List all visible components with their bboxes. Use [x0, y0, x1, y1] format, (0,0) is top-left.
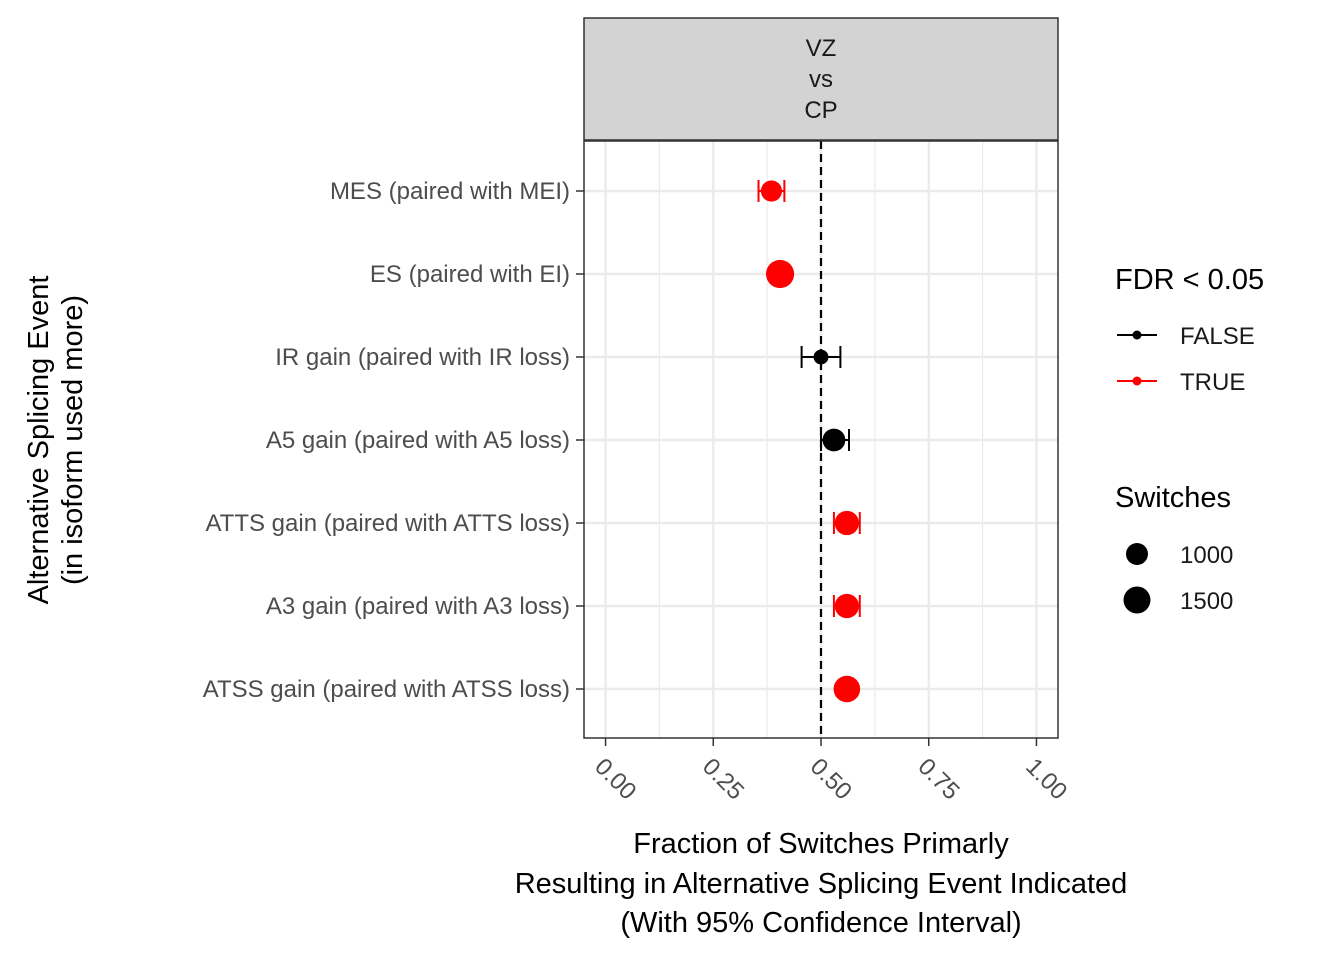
facet-strip-line-2: vs	[809, 66, 833, 93]
x-axis-title: Fraction of Switches Primarly Resulting …	[515, 828, 1128, 939]
data-point	[834, 593, 860, 619]
legend-size-title: Switches	[1115, 482, 1231, 514]
x-axis-title-line-1: Fraction of Switches Primarly	[633, 828, 1009, 860]
facet-strip: VZ vs CP	[583, 17, 1059, 141]
data-point	[834, 510, 860, 536]
y-tick-label: ES (paired with EI)	[370, 261, 570, 288]
legend-size-label-1500: 1500	[1180, 588, 1233, 615]
legend-size-entry-1500: 1500	[1123, 586, 1233, 615]
legend-color-entry-true: TRUE	[1117, 369, 1245, 396]
x-tick-label: 1.00	[1020, 753, 1072, 805]
legend-size-label-1000: 1000	[1180, 542, 1233, 569]
legend-size-entry-1000: 1000	[1126, 542, 1233, 569]
legend-true-label: TRUE	[1180, 369, 1245, 396]
facet-strip-line-3: CP	[804, 97, 837, 124]
data-point	[765, 259, 795, 289]
y-tick-label: ATTS gain (paired with ATTS loss)	[205, 510, 570, 537]
legend-size-dot-1000	[1126, 543, 1148, 565]
y-axis-title-line-2: (in isoform used more)	[57, 295, 89, 585]
x-tick-label: 0.00	[589, 753, 641, 805]
x-tick-label: 0.50	[805, 753, 857, 805]
legend-size-dot-1500	[1123, 586, 1151, 614]
y-tick-label: A3 gain (paired with A3 loss)	[266, 593, 570, 620]
legend-color-title: FDR < 0.05	[1115, 264, 1264, 296]
x-axis-title-line-3: (With 95% Confidence Interval)	[620, 907, 1021, 939]
y-axis-title-line-1: Alternative Splicing Event	[23, 276, 55, 605]
x-axis-title-line-2: Resulting in Alternative Splicing Event …	[515, 868, 1128, 900]
facet-strip-background	[583, 17, 1059, 141]
y-tick-label: MES (paired with MEI)	[330, 178, 570, 205]
facet-strip-line-1: VZ	[806, 35, 837, 62]
data-point	[813, 349, 829, 365]
data-point	[822, 428, 846, 452]
legend-false-dot	[1132, 330, 1142, 340]
legend-false-label: FALSE	[1180, 323, 1255, 350]
x-axis: 0.00 0.25 0.50 0.75 1.00	[589, 738, 1072, 805]
y-tick-label: A5 gain (paired with A5 loss)	[266, 427, 570, 454]
y-tick-label: ATSS gain (paired with ATSS loss)	[203, 676, 570, 703]
y-tick-label: IR gain (paired with IR loss)	[275, 344, 570, 371]
y-axis-title: Alternative Splicing Event (in isoform u…	[23, 276, 89, 605]
legend: FDR < 0.05 FALSE TRUE Switches 1000 1500	[1115, 264, 1264, 615]
y-axis: MES (paired with MEI) ES (paired with EI)…	[203, 178, 584, 703]
data-point	[833, 675, 861, 703]
x-tick-label: 0.75	[912, 753, 964, 805]
data-point	[760, 180, 783, 202]
marks-layer	[757, 180, 861, 703]
legend-color-entry-false: FALSE	[1117, 323, 1255, 350]
x-tick-label: 0.25	[697, 753, 749, 805]
legend-true-dot	[1132, 376, 1142, 386]
